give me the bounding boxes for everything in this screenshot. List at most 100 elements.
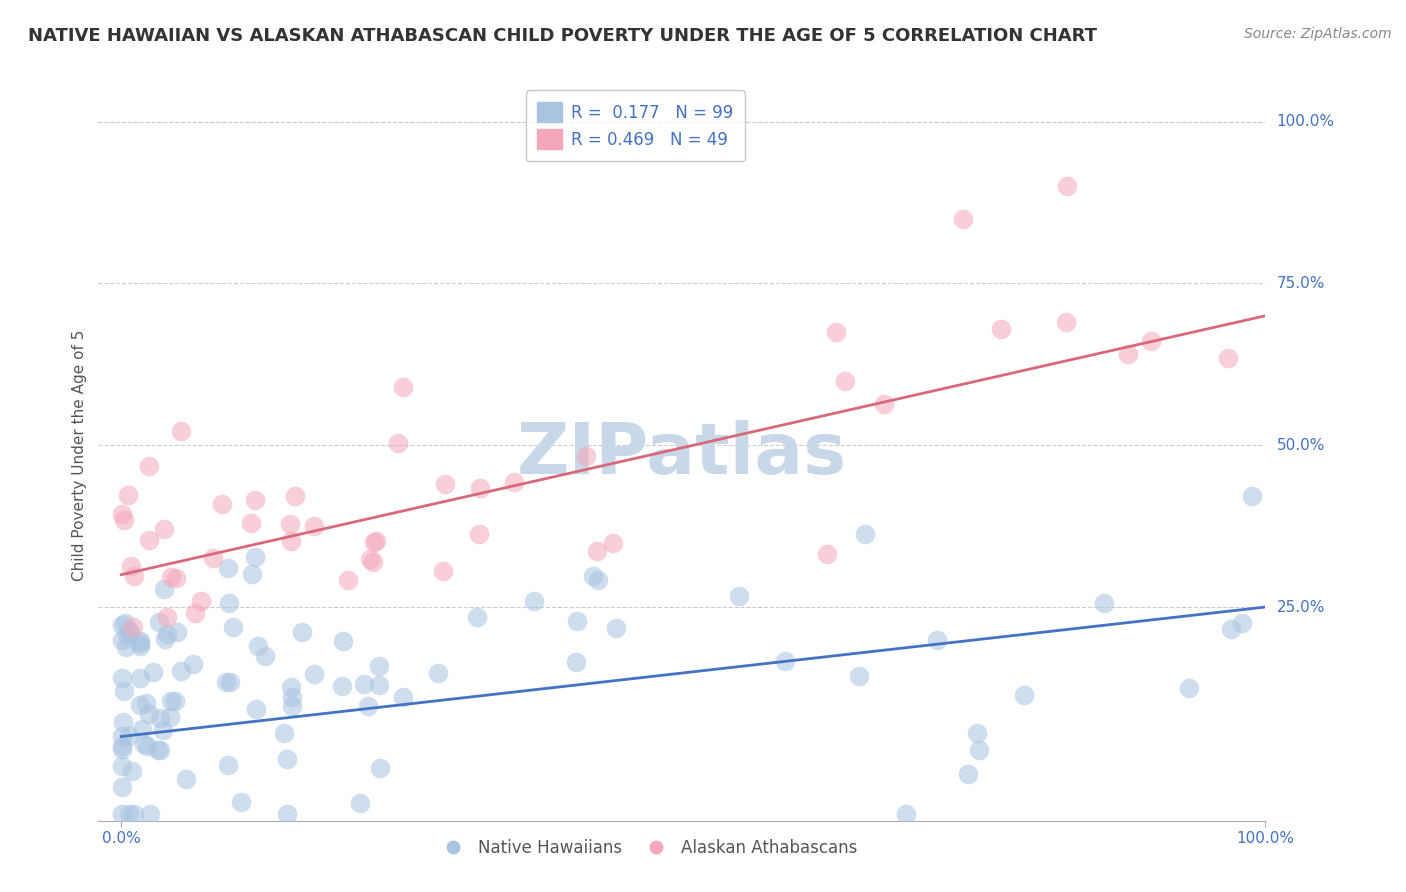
Point	[280, 681, 302, 695]
Point	[211, 497, 233, 511]
Point	[111, 780, 134, 794]
Point	[253, 648, 276, 663]
Point	[111, 729, 134, 743]
Point	[281, 690, 304, 705]
Point	[588, 574, 610, 588]
Point	[273, 726, 295, 740]
Point	[240, 516, 263, 530]
Point	[111, 508, 134, 522]
Point	[152, 522, 174, 536]
Point	[952, 212, 974, 227]
Y-axis label: Child Poverty Under the Age of 5: Child Poverty Under the Age of 5	[72, 329, 87, 581]
Text: 50.0%: 50.0%	[1277, 438, 1324, 453]
Point	[149, 711, 172, 725]
Point	[184, 606, 207, 620]
Point	[245, 702, 267, 716]
Point	[202, 550, 225, 565]
Point	[368, 659, 391, 673]
Point	[1014, 688, 1036, 702]
Point	[152, 723, 174, 737]
Point	[111, 807, 134, 822]
Point	[1230, 615, 1253, 630]
Point	[276, 752, 298, 766]
Point	[115, 640, 138, 654]
Point	[602, 535, 624, 549]
Point	[159, 694, 181, 708]
Point	[1054, 316, 1077, 330]
Text: Source: ZipAtlas.com: Source: ZipAtlas.com	[1244, 27, 1392, 41]
Point	[111, 741, 134, 756]
Point	[112, 513, 135, 527]
Point	[149, 743, 172, 757]
Point	[284, 489, 307, 503]
Point	[114, 616, 136, 631]
Point	[1140, 334, 1163, 348]
Point	[391, 380, 413, 394]
Point	[138, 458, 160, 473]
Point	[166, 625, 188, 640]
Point	[1056, 179, 1078, 194]
Point	[357, 698, 380, 713]
Point	[190, 594, 212, 608]
Point	[222, 620, 245, 634]
Point	[470, 481, 492, 495]
Legend: Native Hawaiians, Alaskan Athabascans: Native Hawaiians, Alaskan Athabascans	[430, 832, 863, 863]
Point	[231, 795, 253, 809]
Point	[392, 690, 415, 705]
Point	[1092, 596, 1115, 610]
Point	[165, 570, 187, 584]
Point	[240, 567, 263, 582]
Point	[1178, 681, 1201, 695]
Point	[243, 493, 266, 508]
Point	[468, 526, 491, 541]
Text: 100.0%: 100.0%	[1277, 114, 1334, 129]
Point	[873, 397, 896, 411]
Text: ZIPatlas: ZIPatlas	[517, 420, 846, 490]
Point	[115, 628, 138, 642]
Point	[1219, 623, 1241, 637]
Point	[169, 665, 191, 679]
Point	[118, 729, 141, 743]
Point	[138, 533, 160, 547]
Point	[156, 627, 179, 641]
Point	[112, 683, 135, 698]
Point	[434, 477, 457, 491]
Point	[122, 569, 145, 583]
Point	[176, 772, 198, 786]
Point	[118, 807, 141, 822]
Point	[128, 635, 150, 649]
Point	[1241, 489, 1264, 503]
Point	[427, 666, 450, 681]
Point	[139, 807, 162, 822]
Point	[153, 582, 176, 597]
Point	[159, 710, 181, 724]
Point	[359, 552, 381, 566]
Point	[117, 488, 139, 502]
Point	[503, 475, 526, 489]
Point	[111, 632, 134, 647]
Point	[387, 435, 409, 450]
Point	[120, 558, 142, 573]
Point	[291, 624, 314, 639]
Point	[219, 674, 242, 689]
Point	[135, 696, 157, 710]
Point	[142, 665, 165, 680]
Point	[148, 615, 170, 629]
Point	[217, 757, 239, 772]
Point	[215, 675, 238, 690]
Point	[368, 678, 391, 692]
Point	[565, 614, 588, 628]
Point	[925, 632, 948, 647]
Point	[817, 547, 839, 561]
Point	[834, 375, 856, 389]
Point	[131, 722, 153, 736]
Point	[111, 739, 134, 753]
Point	[364, 534, 387, 549]
Point	[363, 535, 385, 549]
Point	[1218, 351, 1240, 366]
Point	[121, 620, 143, 634]
Point	[349, 796, 371, 810]
Point	[825, 325, 848, 339]
Point	[586, 544, 609, 558]
Point	[138, 707, 160, 722]
